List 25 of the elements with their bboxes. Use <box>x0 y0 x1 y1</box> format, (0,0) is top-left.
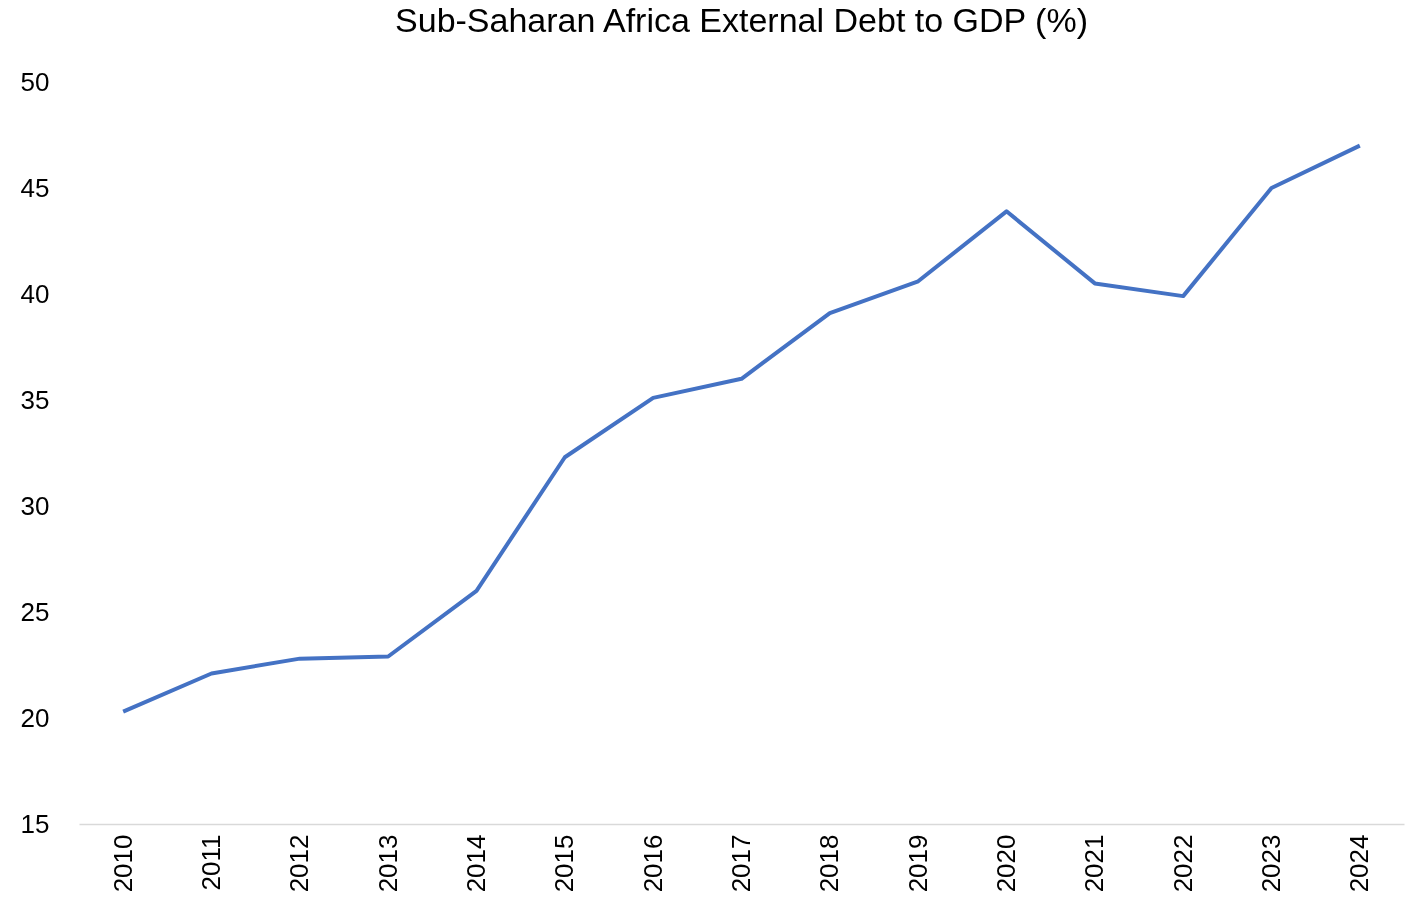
y-tick-label: 25 <box>20 596 50 627</box>
x-tick-label: 2013 <box>372 834 403 893</box>
chart-title: Sub-Saharan Africa External Debt to GDP (%) <box>395 1 1088 39</box>
x-tick-label: 2022 <box>1167 834 1198 893</box>
y-tick-label: 40 <box>20 278 50 309</box>
x-tick-label: 2011 <box>196 834 226 891</box>
x-tick-label: 2014 <box>461 834 491 893</box>
y-tick-label: 45 <box>20 172 50 203</box>
x-tick-label: 2023 <box>1256 834 1286 893</box>
y-tick-label: 50 <box>20 66 50 97</box>
x-tick-label: 2021 <box>1079 834 1110 893</box>
x-tick-label: 2020 <box>991 834 1021 893</box>
x-tick-label: 2019 <box>902 834 933 893</box>
y-tick-label: 15 <box>20 808 50 839</box>
y-tick-label: 30 <box>20 490 50 521</box>
x-tick-label: 2015 <box>549 834 580 893</box>
x-tick-label: 2012 <box>284 834 315 893</box>
line-series <box>121 143 1362 714</box>
y-tick-label: 35 <box>20 384 50 415</box>
x-tick-label: 2016 <box>637 834 668 893</box>
x-tick-label: 2024 <box>1344 834 1375 893</box>
y-tick-label: 20 <box>20 702 50 733</box>
x-tick-label: 2017 <box>726 834 756 893</box>
x-tick-label: 2018 <box>814 834 845 893</box>
x-tick-label: 2010 <box>107 834 138 893</box>
